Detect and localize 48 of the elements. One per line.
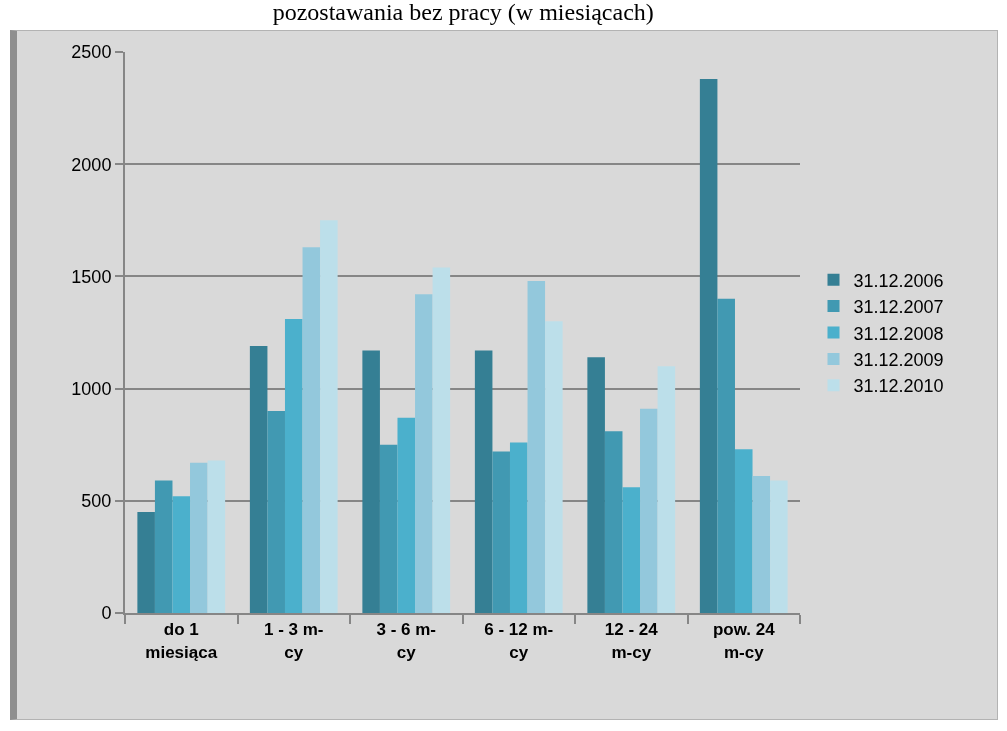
bar — [604, 431, 623, 613]
bar — [190, 462, 208, 613]
bar — [717, 298, 735, 613]
bar — [734, 449, 753, 613]
y-tick-label: 1000 — [71, 378, 112, 399]
legend-label: 31.12.2008 — [853, 323, 944, 344]
bar — [154, 480, 173, 613]
bar — [415, 294, 433, 613]
bar — [545, 321, 563, 613]
bar — [172, 496, 191, 613]
bar — [432, 267, 451, 613]
bar — [137, 512, 155, 613]
bar — [657, 366, 676, 613]
bar — [770, 480, 788, 613]
x-tick-label: 1 - 3 m-cy — [263, 620, 324, 662]
x-tick-label: 12 - 24 m-cy — [604, 620, 659, 662]
x-tick-label: pow. 24 m-cy — [712, 620, 776, 662]
legend-label: 31.12.2007 — [853, 297, 944, 318]
bar — [509, 442, 528, 613]
y-tick-label: 2500 — [71, 42, 112, 63]
bar — [587, 357, 605, 613]
y-tick-label: 500 — [81, 491, 112, 512]
y-tick-label: 0 — [101, 603, 112, 624]
bar — [267, 411, 285, 613]
chart-title: pozostawania bez pracy (w miesiącach) — [272, 0, 654, 25]
y-tick-label: 2000 — [71, 154, 112, 175]
legend-label: 31.12.2006 — [853, 270, 944, 291]
bar — [640, 408, 658, 613]
legend-label: 31.12.2010 — [853, 376, 944, 397]
x-tick-label: 6 - 12 m-cy — [484, 620, 554, 662]
bar — [207, 460, 226, 613]
bar — [492, 451, 510, 613]
bar — [622, 487, 641, 613]
bar — [474, 350, 493, 613]
bar — [284, 319, 303, 613]
x-tick-label: 3 - 6 m-cy — [376, 620, 437, 662]
y-tick-label: 1500 — [71, 266, 112, 287]
bar — [320, 220, 338, 613]
x-tick-label: do 1 miesiąca — [145, 620, 218, 662]
bar — [302, 247, 321, 613]
bar — [379, 444, 398, 613]
bar — [362, 350, 380, 613]
bar — [699, 78, 718, 613]
bar — [249, 345, 268, 613]
legend-label: 31.12.2009 — [853, 349, 944, 370]
bar — [397, 417, 416, 613]
bar — [752, 476, 771, 613]
bar — [527, 280, 546, 613]
